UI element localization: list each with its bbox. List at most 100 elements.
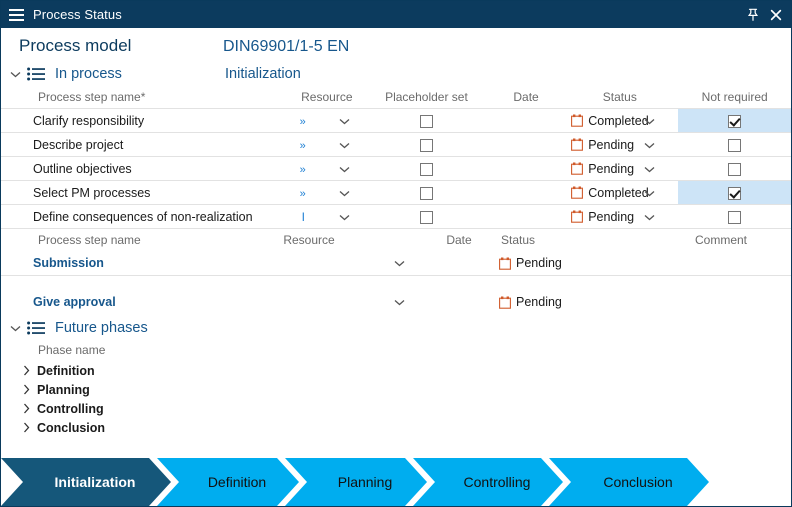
window-title: Process Status: [33, 7, 122, 22]
cell-resource[interactable]: »: [291, 156, 327, 181]
chevron-down-icon[interactable]: [7, 66, 23, 82]
stepbar-item-definition[interactable]: Definition: [157, 458, 299, 506]
col-sub-comment: Comment: [694, 232, 747, 247]
sub-dropdown[interactable]: [369, 290, 429, 314]
cell-date[interactable]: [490, 108, 562, 133]
status-text: Pending: [588, 161, 635, 176]
not-required-checkbox[interactable]: [678, 132, 791, 157]
chevron-right-icon[interactable]: [19, 365, 33, 376]
cell-status: Completed: [561, 108, 649, 133]
cell-sub-date[interactable]: [429, 290, 489, 314]
placeholder-set-checkbox[interactable]: [361, 180, 491, 205]
cell-date[interactable]: [490, 180, 562, 205]
list-item[interactable]: Give approval Pending: [1, 290, 791, 314]
titlebar: Process Status: [1, 1, 791, 28]
phase-name: Controlling: [37, 401, 104, 416]
list-item[interactable]: Definition: [1, 361, 791, 380]
placeholder-set-checkbox[interactable]: [361, 204, 491, 229]
process-model-label: Process model: [19, 36, 132, 55]
close-icon[interactable]: [769, 8, 783, 22]
section-header-in-process[interactable]: In process Initialization: [1, 62, 791, 86]
stepbar-label: Conclusion: [603, 474, 673, 490]
not-required-checkbox[interactable]: [678, 204, 791, 229]
table-row[interactable]: Define consequences of non-realization I P…: [1, 204, 791, 229]
col-status: Status: [602, 89, 637, 104]
cell-status: Pending: [561, 132, 634, 157]
list-item[interactable]: Planning: [1, 380, 791, 399]
stepbar-item-initialization[interactable]: Initialization: [1, 458, 171, 506]
chevron-right-icon[interactable]: [19, 422, 33, 433]
stepbar-label: Controlling: [463, 474, 531, 490]
col-phase-name: Phase name: [38, 343, 106, 357]
cell-sub-status: Pending: [489, 251, 641, 276]
not-required-checkbox[interactable]: [678, 180, 791, 205]
chevron-right-icon[interactable]: [19, 403, 33, 414]
table-row[interactable]: Select PM processes» Completed: [1, 180, 791, 205]
table-row[interactable]: Clarify responsibility» Completed: [1, 108, 791, 133]
cell-sub-step-name[interactable]: Give approval: [1, 290, 249, 314]
col-date: Date: [513, 89, 539, 104]
process-steps-table: Process step name* Resource Placeholder …: [1, 86, 791, 229]
cell-resource[interactable]: »: [291, 132, 327, 157]
list-item[interactable]: Controlling: [1, 399, 791, 418]
resource-dropdown[interactable]: [326, 132, 362, 157]
col-sub-date: Date: [446, 232, 472, 247]
placeholder-set-checkbox[interactable]: [361, 108, 491, 133]
col-resource: Resource: [301, 89, 353, 104]
not-required-checkbox[interactable]: [678, 108, 791, 133]
phase-name: Planning: [37, 382, 90, 397]
not-required-checkbox[interactable]: [678, 156, 791, 181]
col-sub-status: Status: [501, 232, 536, 247]
stepbar-label: Initialization: [54, 474, 136, 490]
stepbar-label: Definition: [207, 474, 267, 490]
cell-date[interactable]: [490, 132, 562, 157]
table-row[interactable]: Outline objectives» Pending: [1, 156, 791, 181]
cell-resource[interactable]: »: [291, 180, 327, 205]
col-sub-resource: Resource: [283, 232, 335, 247]
cell-step-name: Select PM processes: [1, 180, 292, 205]
status-dropdown[interactable]: [619, 204, 679, 229]
cell-sub-step-name[interactable]: Submission: [1, 251, 249, 276]
sub-dropdown[interactable]: [369, 251, 429, 276]
cell-resource[interactable]: I: [291, 204, 327, 229]
cell-sub-resource[interactable]: [249, 251, 369, 276]
stepbar-item-planning[interactable]: Planning: [285, 458, 427, 506]
cell-sub-comment[interactable]: [641, 251, 791, 276]
pin-icon[interactable]: [746, 8, 760, 22]
cell-sub-comment[interactable]: [641, 290, 791, 314]
table-row[interactable]: Describe project» Pending: [1, 132, 791, 157]
resource-dropdown[interactable]: [326, 180, 362, 205]
stepbar-item-controlling[interactable]: Controlling: [413, 458, 563, 506]
section-header-future-phases[interactable]: Future phases: [1, 316, 791, 340]
cell-date[interactable]: [490, 204, 562, 229]
resource-dropdown[interactable]: [326, 156, 362, 181]
submission-table: Process step name Resource Date Status C…: [1, 229, 791, 314]
cell-sub-resource[interactable]: [249, 290, 369, 314]
resource-dropdown[interactable]: [326, 204, 362, 229]
cell-resource[interactable]: »: [291, 108, 327, 133]
section-title-in-process: In process: [55, 66, 122, 82]
chevron-down-icon[interactable]: [7, 320, 23, 336]
chevron-right-icon[interactable]: [19, 384, 33, 395]
resource-dropdown[interactable]: [326, 108, 362, 133]
phase-name: Conclusion: [37, 420, 106, 435]
status-text: Pending: [516, 256, 562, 270]
list-item[interactable]: Conclusion: [1, 418, 791, 437]
placeholder-set-checkbox[interactable]: [361, 156, 491, 181]
list-item[interactable]: Submission Pending: [1, 251, 791, 276]
hamburger-icon[interactable]: [9, 8, 24, 21]
stepbar-item-conclusion[interactable]: Conclusion: [549, 458, 709, 506]
cell-date[interactable]: [490, 156, 562, 181]
sub-step-link[interactable]: Submission: [33, 256, 104, 270]
placeholder-set-checkbox[interactable]: [361, 132, 491, 157]
sub-step-link[interactable]: Give approval: [33, 295, 116, 309]
submission-header-row: Process step name Resource Date Status C…: [1, 229, 791, 251]
phase-stepbar: Initialization Definition Planning Controll…: [1, 458, 792, 506]
stepbar-label: Planning: [337, 474, 393, 490]
cell-step-name: Define consequences of non-realization: [1, 204, 292, 229]
col-placeholder-set: Placeholder set: [385, 89, 468, 104]
list-icon: [27, 67, 45, 81]
cell-sub-date[interactable]: [429, 251, 489, 276]
status-text: Completed: [588, 185, 649, 200]
